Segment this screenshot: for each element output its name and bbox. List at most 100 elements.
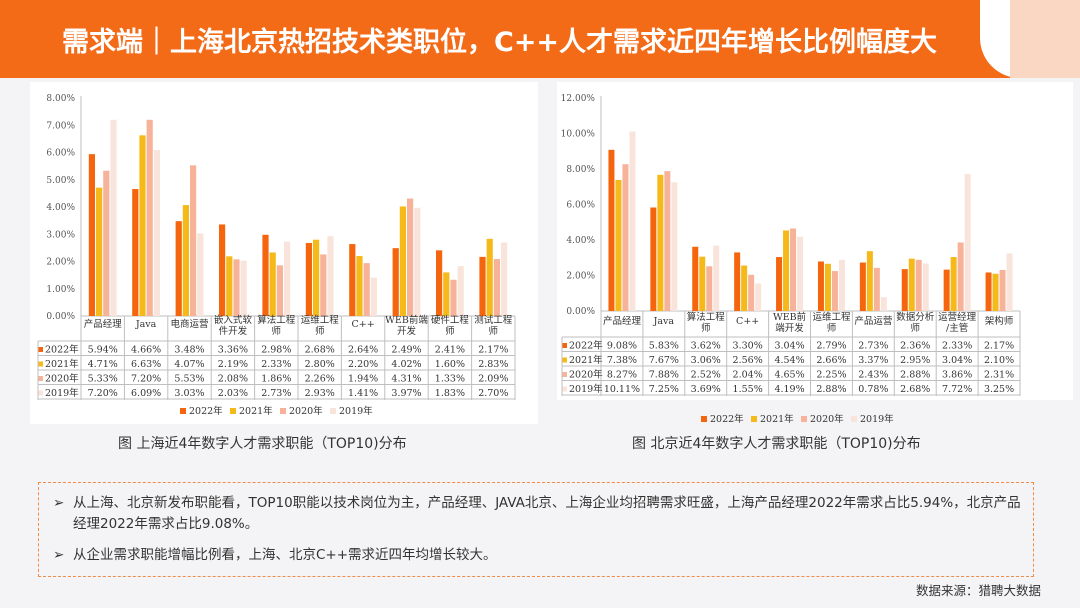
y-tick-label: 3.00% bbox=[46, 230, 75, 240]
category-label: 架构师 bbox=[985, 315, 1014, 327]
data-label: 1.86% bbox=[261, 374, 291, 385]
data-label: 2.49% bbox=[391, 345, 421, 356]
bar-2021年 bbox=[950, 257, 957, 311]
table-legend-swatch bbox=[562, 386, 567, 392]
y-tick-label: 8.00% bbox=[566, 165, 595, 175]
bar-2021年 bbox=[486, 238, 493, 316]
bar-2019年 bbox=[197, 233, 204, 316]
bar-2020年 bbox=[363, 263, 370, 316]
category-label: 嵌入式软 bbox=[214, 314, 253, 326]
data-label: 1.83% bbox=[435, 388, 465, 399]
bar-2021年 bbox=[182, 205, 189, 316]
category-label: 师 bbox=[827, 322, 837, 334]
table-series-label: 2019年 bbox=[569, 383, 603, 395]
data-label: 2.10% bbox=[984, 355, 1014, 366]
bar-2020年 bbox=[873, 267, 880, 311]
bar-2022年 bbox=[349, 244, 356, 316]
data-label: 2.41% bbox=[435, 345, 465, 356]
data-label: 2.68% bbox=[900, 384, 930, 395]
data-label: 7.20% bbox=[131, 374, 161, 385]
category-label: /主管 bbox=[946, 322, 968, 334]
arrow-bullet-icon: ➢ bbox=[53, 547, 65, 563]
bar-2021年 bbox=[783, 230, 790, 311]
y-tick-label: 7.00% bbox=[46, 121, 75, 131]
data-label: 8.27% bbox=[607, 370, 637, 381]
legend-swatch bbox=[801, 416, 807, 422]
bar-2019年 bbox=[327, 236, 334, 316]
category-label: 开发 bbox=[397, 325, 417, 337]
bar-2022年 bbox=[436, 250, 443, 316]
y-tick-label: 4.00% bbox=[46, 203, 75, 213]
data-label: 7.67% bbox=[649, 355, 679, 366]
bar-2020年 bbox=[103, 170, 110, 316]
category-label: 算法工程 bbox=[687, 311, 726, 323]
note-item: ➢ 从企业需求职能增幅比例看，上海、北京C++需求近四年均增长较大。 bbox=[53, 545, 1023, 566]
y-tick-label: 2.00% bbox=[46, 258, 75, 268]
note-text: 从企业需求职能增幅比例看，上海、北京C++需求近四年均增长较大。 bbox=[73, 547, 497, 563]
y-tick-label: 1.00% bbox=[46, 285, 75, 295]
data-label: 2.04% bbox=[733, 370, 763, 381]
data-label: 2.70% bbox=[478, 388, 508, 399]
data-label: 6.63% bbox=[131, 359, 161, 370]
data-label: 2.88% bbox=[816, 384, 846, 395]
table-legend-swatch bbox=[38, 376, 43, 381]
bar-2022年 bbox=[692, 246, 699, 311]
bar-2019年 bbox=[755, 283, 762, 311]
data-label: 2.80% bbox=[305, 359, 335, 370]
bar-2020年 bbox=[450, 279, 457, 316]
category-label: 运维工程 bbox=[812, 311, 851, 323]
data-label: 2.03% bbox=[218, 388, 248, 399]
data-label: 3.37% bbox=[858, 355, 888, 366]
category-label: 算法工程 bbox=[257, 314, 296, 326]
bar-2019年 bbox=[797, 236, 804, 311]
bar-2019年 bbox=[713, 245, 720, 311]
table-legend-swatch bbox=[562, 357, 567, 363]
bar-2019年 bbox=[240, 260, 247, 316]
data-label: 2.25% bbox=[816, 370, 846, 381]
table-series-label: 2020年 bbox=[569, 369, 603, 381]
data-label: 7.88% bbox=[649, 370, 679, 381]
data-label: 4.66% bbox=[131, 345, 161, 356]
bar-2021年 bbox=[399, 206, 406, 316]
data-label: 4.71% bbox=[88, 359, 118, 370]
bar-2022年 bbox=[776, 257, 783, 311]
category-label: 产品经理 bbox=[84, 318, 123, 330]
caption-shanghai: 图 上海近4年数字人才需求职能（TOP10)分布 bbox=[118, 436, 407, 452]
bar-2020年 bbox=[233, 259, 240, 316]
y-tick-label: 6.00% bbox=[566, 201, 595, 211]
header-decoration-inner bbox=[1010, 0, 1080, 78]
data-label: 10.11% bbox=[604, 384, 640, 395]
bar-2021年 bbox=[699, 256, 706, 311]
bar-2021年 bbox=[313, 239, 320, 316]
y-tick-label: 5.00% bbox=[46, 176, 75, 186]
y-tick-label: 12.00% bbox=[561, 94, 596, 104]
bar-2021年 bbox=[96, 187, 103, 316]
data-label: 2.26% bbox=[305, 374, 335, 385]
bar-2020年 bbox=[622, 164, 629, 311]
note-text: 从上海、北京新发布职能看，TOP10职能以技术岗位为主，产品经理、JAVA北京、… bbox=[73, 495, 1021, 532]
bar-2022年 bbox=[305, 242, 312, 316]
bar-2020年 bbox=[999, 269, 1006, 311]
y-tick-label: 10.00% bbox=[561, 130, 596, 140]
data-label: 7.20% bbox=[88, 388, 118, 399]
bar-2021年 bbox=[908, 258, 915, 311]
bar-2020年 bbox=[664, 171, 671, 311]
bar-2020年 bbox=[915, 259, 922, 311]
data-label: 2.17% bbox=[984, 341, 1014, 352]
category-label: 硬件工程 bbox=[431, 314, 470, 326]
data-label: 2.33% bbox=[261, 359, 291, 370]
data-label: 2.20% bbox=[348, 359, 378, 370]
bar-2019年 bbox=[153, 150, 160, 316]
legend-label: 2019年 bbox=[860, 413, 894, 425]
category-label: 数据分析 bbox=[896, 311, 935, 323]
bar-2019年 bbox=[838, 259, 845, 311]
data-label: 2.33% bbox=[942, 341, 972, 352]
bar-2019年 bbox=[922, 263, 929, 311]
bar-2021年 bbox=[866, 251, 873, 311]
bar-2020年 bbox=[493, 259, 500, 316]
table-series-label: 2022年 bbox=[569, 340, 603, 352]
table-legend-swatch bbox=[562, 372, 567, 377]
bar-2019年 bbox=[964, 173, 971, 311]
bar-2020年 bbox=[276, 265, 283, 316]
legend-swatch bbox=[701, 416, 707, 422]
